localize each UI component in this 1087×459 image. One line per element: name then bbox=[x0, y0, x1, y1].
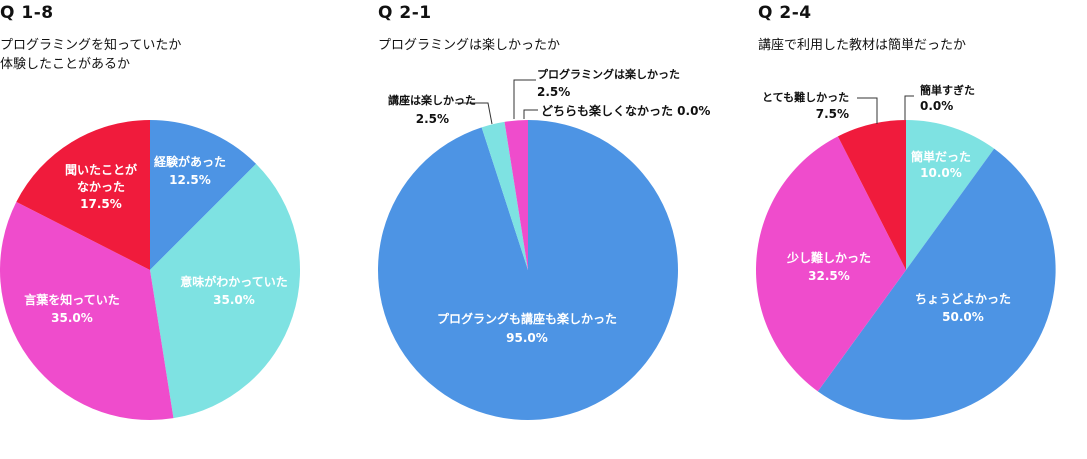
pie-slice-2 bbox=[906, 120, 995, 270]
slice-label: 簡単すぎた bbox=[920, 83, 975, 97]
slice-label: 聞いたことがなかった 17.5% bbox=[65, 162, 137, 211]
pie-chart-q21: プログラングも講座も楽しかった 95.0% 講座は楽しかった 2.5% プログラミングは… bbox=[377, 67, 710, 420]
slice-label: どちらも楽しくなかった 0.0% bbox=[541, 103, 710, 118]
pie-slice-2 bbox=[150, 163, 301, 419]
pie-slice-4 bbox=[16, 120, 150, 270]
pie-slice-1 bbox=[377, 120, 678, 420]
question-title-line: 体験したことがあるか bbox=[0, 57, 131, 72]
pie-slice-3 bbox=[504, 120, 528, 270]
slice-label: 講座は楽しかった bbox=[388, 93, 476, 107]
slice-label: プログラングも講座も楽しかった 95.0% bbox=[437, 311, 617, 345]
slice-label: 少し難しかった 32.5% bbox=[786, 250, 871, 283]
slice-label: 2.5% bbox=[416, 112, 449, 126]
question-number: Q 2-1 bbox=[378, 3, 432, 23]
leader-line bbox=[523, 109, 538, 119]
question-number: Q 1-8 bbox=[0, 3, 54, 23]
slice-label: 2.5% bbox=[537, 85, 570, 99]
slice-label: 意味がわかっていた 35.0% bbox=[180, 274, 287, 307]
question-title: 講座で利用した教材は簡単だったか bbox=[758, 36, 966, 55]
leader-line bbox=[904, 95, 914, 120]
slice-label: 経験があった 12.5% bbox=[154, 154, 226, 187]
pie-slice-3 bbox=[0, 201, 174, 420]
question-title-line: プログラミングは楽しかったか bbox=[378, 38, 561, 53]
question-title: プログラミングを知っていたか 体験したことがあるか bbox=[0, 36, 181, 74]
pie-slice-5 bbox=[837, 120, 906, 270]
slice-label: 0.0% bbox=[920, 99, 953, 113]
question-title-line: 講座で利用した教材は簡単だったか bbox=[758, 38, 967, 53]
leader-line bbox=[455, 102, 493, 125]
slice-label: 言葉を知っていた 35.0% bbox=[24, 292, 119, 325]
question-title: プログラミングは楽しかったか bbox=[378, 36, 560, 55]
slice-label: 7.5% bbox=[816, 107, 849, 121]
question-number: Q 2-4 bbox=[758, 3, 812, 23]
pie-slice-1 bbox=[150, 120, 257, 270]
leader-line bbox=[513, 79, 536, 119]
slice-label: プログラミングは楽しかった bbox=[537, 67, 680, 81]
pie-slice-4 bbox=[756, 136, 906, 392]
slice-label: 簡単だった 10.0% bbox=[911, 149, 971, 180]
leader-line bbox=[857, 97, 878, 124]
slice-label: とても難しかった bbox=[762, 90, 849, 104]
question-title-line: プログラミングを知っていたか bbox=[0, 38, 182, 53]
pie-slice-2 bbox=[481, 121, 528, 270]
pie-chart-q18: 経験があった 12.5% 意味がわかっていた 35.0% 言葉を知っていた 35.0% 聞い… bbox=[0, 120, 301, 420]
slice-label: ちょうどよかった 50.0% bbox=[915, 292, 1011, 324]
pie-slice-3 bbox=[817, 148, 1056, 420]
